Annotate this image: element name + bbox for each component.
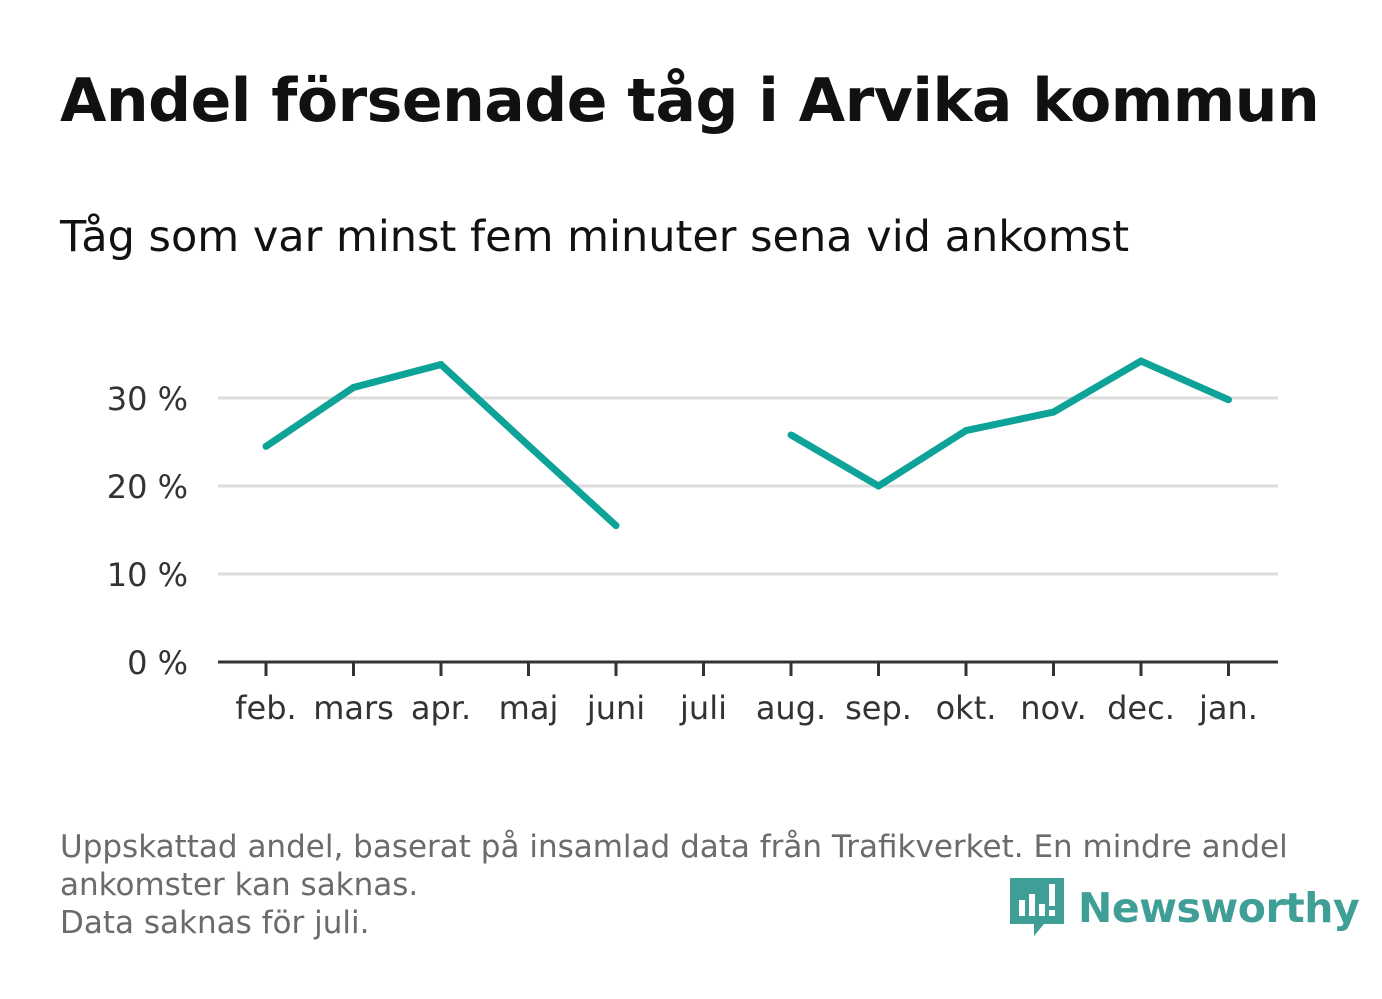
line-chart: 0 % 10 % 20 % 30 % feb. mars apr. maj juni juli a… <box>107 357 1278 727</box>
data-point-mars <box>350 383 357 391</box>
y-tick-label: 20 % <box>107 468 188 506</box>
series-line-segment-2 <box>789 357 1230 490</box>
newsworthy-logo-icon <box>1010 878 1064 936</box>
x-tick-label: jan. <box>1198 689 1258 727</box>
gridlines <box>218 396 1278 576</box>
footnote-line-1: Uppskattad andel, baserat på insamlad da… <box>60 829 1288 865</box>
y-tick-label: 10 % <box>107 556 188 594</box>
x-tick-label: okt. <box>936 689 997 727</box>
data-point-okt. <box>962 427 970 435</box>
newsworthy-logo[interactable]: Newsworthy <box>1010 878 1360 938</box>
chart-title: Andel försenade tåg i Arvika kommun <box>60 66 1320 136</box>
data-point-aug. <box>787 431 795 439</box>
x-tick-label: sep. <box>845 689 912 727</box>
data-point-nov. <box>1050 408 1057 416</box>
x-tick-label: mars <box>313 689 394 727</box>
data-point-feb. <box>262 442 270 450</box>
data-point-sep. <box>875 482 882 490</box>
data-point-jan. <box>1225 396 1232 404</box>
x-axis <box>218 660 1278 676</box>
x-axis-tick-labels: feb. mars apr. maj juni juli aug. sep. okt. nov. d… <box>235 689 1258 727</box>
series-line-segment-1 <box>264 361 619 529</box>
data-point-dec. <box>1137 357 1145 365</box>
footnote: Uppskattad andel, baserat på insamlad da… <box>60 828 1320 942</box>
chart-subtitle: Tåg som var minst fem minuter sena vid a… <box>60 212 1130 262</box>
footnote-line-2: ankomster kan saknas. <box>60 867 419 903</box>
y-tick-label: 30 % <box>107 380 188 418</box>
x-tick-label: feb. <box>235 689 296 727</box>
data-point-maj <box>525 442 532 450</box>
footnote-line-3: Data saknas för juli. <box>60 905 370 941</box>
series-line <box>262 357 1232 530</box>
x-tick-label: nov. <box>1020 689 1086 727</box>
x-tick-label: dec. <box>1107 689 1175 727</box>
newsworthy-logo-text: Newsworthy <box>1078 884 1360 932</box>
x-tick-label: aug. <box>756 689 826 727</box>
x-tick-label: juli <box>679 689 727 727</box>
y-axis-tick-labels: 0 % 10 % 20 % 30 % <box>107 380 188 682</box>
y-tick-label: 0 % <box>127 644 188 682</box>
x-tick-label: maj <box>499 689 559 727</box>
x-tick-label: apr. <box>411 689 471 727</box>
data-point-juni <box>612 522 620 530</box>
x-tick-label: juni <box>586 689 645 727</box>
data-point-apr. <box>437 361 445 369</box>
